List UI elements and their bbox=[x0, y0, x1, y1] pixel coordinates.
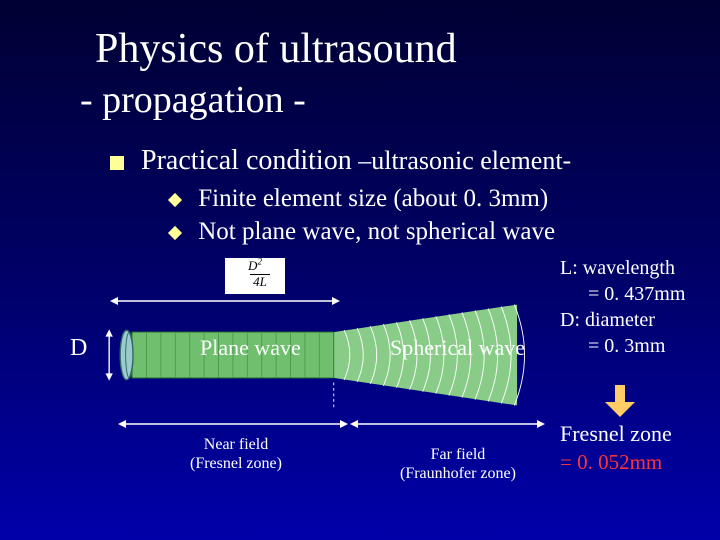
fresnel-result: Fresnel zone = 0. 052mm bbox=[560, 420, 672, 476]
far-field-label: Far field (Fraunhofer zone) bbox=[400, 445, 516, 483]
far-l2: (Fraunhofer zone) bbox=[400, 465, 516, 482]
formula-sup: 2 bbox=[257, 257, 262, 267]
page-title: Physics of ultrasound bbox=[95, 25, 457, 73]
formula-den: 4L bbox=[250, 274, 270, 288]
legend-box: L: wavelength = 0. 437mm D: diameter = 0… bbox=[560, 255, 685, 359]
subpoint-1-text: Finite element size (about 0. 3mm) bbox=[198, 185, 548, 212]
heading-suffix: –ultrasonic element- bbox=[352, 146, 571, 175]
far-l1: Far field bbox=[431, 446, 486, 463]
down-arrow-icon bbox=[605, 385, 635, 417]
near-l1: Near field bbox=[204, 436, 268, 453]
formula-box: D2 4L bbox=[225, 258, 285, 294]
square-bullet-icon bbox=[110, 156, 124, 170]
fresnel-value: = 0. 052mm bbox=[560, 449, 672, 476]
subpoint-1: Finite element size (about 0. 3mm) bbox=[170, 185, 548, 213]
subpoint-2: Not plane wave, not spherical wave bbox=[170, 218, 555, 246]
spherical-wave-label: Spherical wave bbox=[390, 335, 525, 361]
plane-wave-label: Plane wave bbox=[200, 335, 301, 361]
near-field-label: Near field (Fresnel zone) bbox=[190, 435, 282, 473]
page-subtitle: - propagation - bbox=[80, 78, 306, 122]
legend-l3: D: diameter bbox=[560, 307, 685, 333]
diamond-bullet-icon bbox=[168, 226, 182, 240]
far-field-arrow bbox=[350, 418, 545, 430]
heading-line: Practical condition –ultrasonic element- bbox=[110, 145, 571, 177]
legend-l4: = 0. 3mm bbox=[560, 333, 685, 359]
subpoint-2-text: Not plane wave, not spherical wave bbox=[198, 218, 555, 245]
legend-l1: L: wavelength bbox=[560, 255, 685, 281]
near-l2: (Fresnel zone) bbox=[190, 455, 282, 472]
heading-main: Practical condition bbox=[141, 145, 352, 176]
d-label: D bbox=[70, 335, 87, 362]
near-field-arrow bbox=[118, 418, 348, 430]
diamond-bullet-icon bbox=[168, 193, 182, 207]
fresnel-label: Fresnel zone bbox=[560, 420, 672, 449]
legend-l2: = 0. 437mm bbox=[560, 281, 685, 307]
